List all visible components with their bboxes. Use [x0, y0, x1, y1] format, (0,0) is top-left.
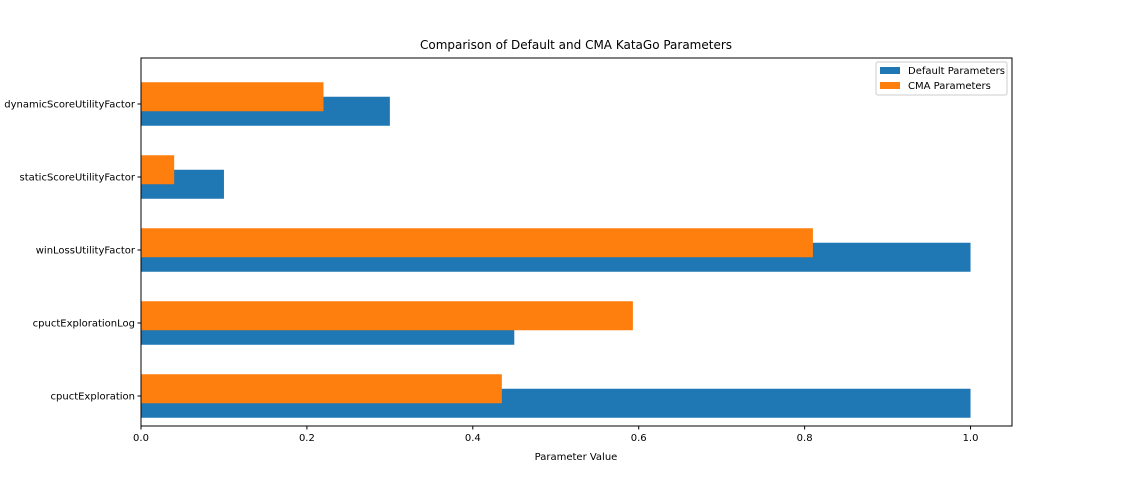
y-tick-label: cpuctExploration [51, 392, 135, 403]
bar-cma-dynamicScoreUtilityFactor [141, 82, 324, 112]
x-tick-label: 0.4 [465, 433, 481, 444]
legend-box [875, 61, 1008, 96]
x-tick-label: 0.0 [133, 433, 149, 444]
y-tick-label: dynamicScoreUtilityFactor [4, 100, 136, 111]
bar-cma-winLossUtilityFactor [141, 228, 813, 258]
bar-cma-staticScoreUtilityFactor [141, 155, 175, 185]
bar-cma-cpuctExploration [141, 374, 502, 404]
x-axis: 0.0 0.2 0.4 0.6 0.8 1.0 [133, 426, 978, 444]
x-tick-label: 0.2 [299, 433, 315, 444]
legend-swatch-cma [880, 82, 900, 89]
chart-title: Comparison of Default and CMA KataGo Par… [420, 38, 732, 52]
y-tick-label: winLossUtilityFactor [36, 246, 136, 257]
legend-label-cma: CMA Parameters [908, 81, 991, 92]
y-axis: cpuctExploration cpuctExplorationLog winLo… [4, 100, 141, 403]
plot-frame [140, 57, 1013, 427]
legend: Default Parameters CMA Parameters [875, 61, 1008, 96]
legend-label-default: Default Parameters [908, 66, 1005, 77]
bars-layer [141, 82, 971, 418]
x-tick-label: 1.0 [963, 433, 979, 444]
y-tick-label: staticScoreUtilityFactor [20, 173, 136, 184]
y-tick-label: cpuctExplorationLog [33, 319, 135, 330]
x-tick-label: 0.8 [797, 433, 813, 444]
x-axis-label: Parameter Value [535, 452, 618, 463]
bar-cma-cpuctExplorationLog [141, 301, 633, 331]
x-tick-label: 0.6 [631, 433, 647, 444]
legend-swatch-default [880, 67, 900, 74]
